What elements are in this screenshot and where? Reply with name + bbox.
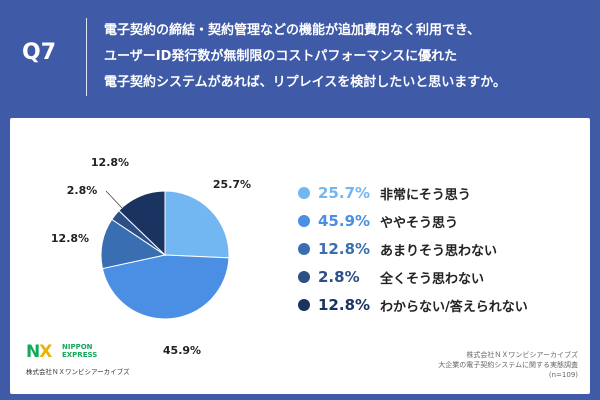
legend-value: 25.7% (318, 184, 371, 202)
legend-value: 12.8% (318, 240, 371, 258)
legend-item: 12.8% あまりそう思わない (298, 235, 588, 263)
legend-dot-icon (298, 271, 310, 283)
pie-label-4: 2.8% (67, 184, 98, 197)
legend-label: 非常にそう思う (380, 187, 471, 203)
legend-value: 45.9% (318, 212, 371, 230)
legend-dot-icon (298, 215, 310, 227)
legend-dot-icon (298, 187, 310, 199)
logo-wordmark: NIPPON EXPRESS (62, 343, 98, 359)
pie-label-2: 45.9% (163, 344, 201, 357)
legend-item: 12.8% わからない/答えられない (298, 291, 588, 319)
question-line-3: 電子契約システムがあれば、リプレイスを検討したいと思いますか。 (104, 75, 506, 90)
pie-slice-1 (164, 190, 230, 259)
source-sample-size: (n=109) (548, 371, 578, 379)
source-note: 株式会社ＮＸワンビシアーカイブズ 大企業の電子契約システムに関する実態調査 (n… (318, 350, 578, 380)
question-header: Q7 電子契約の締結・契約管理などの機能が追加費用なく利用でき、 ユーザーID発… (0, 0, 600, 115)
chart-card: 25.7% 45.9% 12.8% 2.8% 12.8% 25.7% 非常にそう思う 4… (10, 118, 590, 394)
legend-dot-icon (298, 243, 310, 255)
legend-item: 25.7% 非常にそう思う (298, 179, 588, 207)
source-company: 株式会社ＮＸワンビシアーカイブズ (466, 351, 578, 359)
legend-item: 45.9% ややそう思う (298, 207, 588, 235)
legend-value: 12.8% (318, 296, 371, 314)
pie-slice-2 (101, 254, 230, 320)
legend-label: 全くそう思わない (380, 271, 485, 287)
pie-label-1: 25.7% (213, 178, 251, 191)
pie-label-5: 12.8% (91, 156, 129, 169)
logo-company-name: 株式会社ＮＸワンビシアーカイブズ (26, 368, 130, 376)
nippon-express-logo: NX NIPPON EXPRESS 株式会社ＮＸワンビシアーカイブズ (26, 342, 226, 378)
question-line-1: 電子契約の締結・契約管理などの機能が追加費用なく利用でき、 (104, 23, 481, 38)
legend: 25.7% 非常にそう思う 45.9% ややそう思う 12.8% あまりそう思わ… (298, 179, 588, 319)
pie-chart: 25.7% 45.9% 12.8% 2.8% 12.8% (51, 156, 251, 357)
pie-slice-5 (118, 190, 166, 257)
legend-label: ややそう思う (380, 215, 459, 231)
legend-dot-icon (298, 299, 310, 311)
legend-label: わからない/答えられない (380, 299, 528, 315)
source-survey: 大企業の電子契約システムに関する実態調査 (438, 361, 578, 369)
nx-logo-mark: NX (26, 342, 52, 362)
legend-label: あまりそう思わない (380, 243, 498, 259)
header-divider (86, 18, 87, 96)
question-number: Q7 (22, 40, 57, 65)
pie-label-3: 12.8% (51, 232, 89, 245)
question-line-2: ユーザーID発行数が無制限のコストパフォーマンスに優れた (104, 49, 458, 64)
legend-value: 2.8% (318, 268, 360, 286)
pie-leader-line (105, 190, 123, 209)
question-text: 電子契約の締結・契約管理などの機能が追加費用なく利用でき、 ユーザーID発行数が… (104, 18, 594, 96)
legend-item: 2.8% 全くそう思わない (298, 263, 588, 291)
